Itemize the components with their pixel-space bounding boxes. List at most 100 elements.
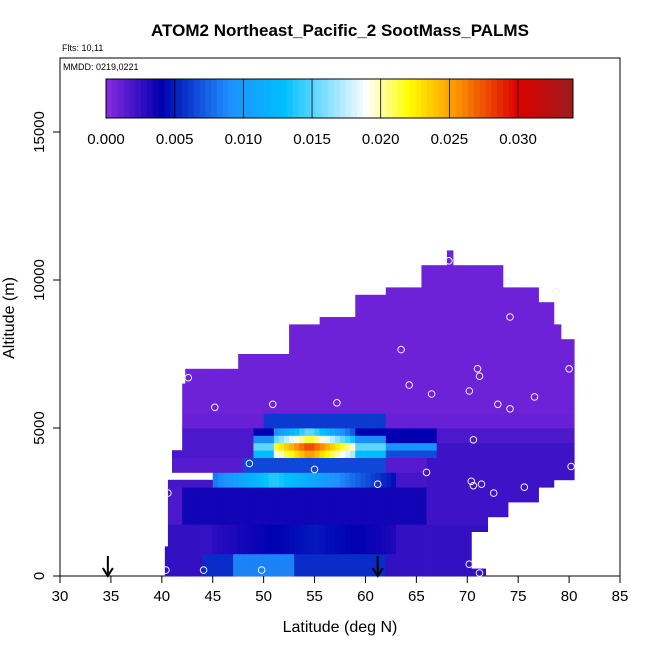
heatmap-cell	[564, 391, 570, 399]
heatmap-cell	[207, 561, 214, 569]
heatmap-cell	[304, 428, 310, 436]
heatmap-cell	[385, 494, 392, 503]
heatmap-cell	[314, 420, 321, 429]
heatmap-cell	[564, 457, 570, 466]
heatmap-cell	[385, 450, 392, 458]
heatmap-cell	[212, 376, 219, 384]
heatmap-cell	[268, 354, 275, 362]
heatmap-cell	[421, 420, 427, 429]
heatmap-cell	[355, 516, 361, 525]
heatmap-cell	[401, 435, 407, 444]
heatmap-cell	[370, 428, 377, 436]
heatmap-cell	[360, 531, 366, 540]
colorbar-swatch	[549, 79, 556, 118]
heatmap-cell	[217, 442, 224, 451]
heatmap-cell	[228, 413, 234, 421]
heatmap-cell	[426, 302, 433, 310]
heatmap-cell	[502, 331, 509, 340]
colorbar-swatch	[292, 79, 300, 118]
heatmap-cell	[329, 413, 336, 421]
heatmap-cell	[289, 442, 295, 451]
heatmap-cell	[253, 457, 259, 466]
heatmap-cell	[523, 309, 529, 318]
heatmap-cell	[528, 339, 534, 347]
heatmap-cell	[457, 442, 463, 451]
heatmap-cell	[263, 509, 270, 518]
heatmap-cell	[228, 376, 234, 384]
heatmap-cell	[543, 346, 550, 355]
heatmap-cell	[212, 472, 219, 481]
heatmap-cell	[319, 428, 326, 436]
heatmap-cell	[299, 479, 305, 488]
heatmap-cell	[411, 376, 417, 384]
heatmap-cell	[233, 428, 239, 436]
heatmap-cell	[558, 354, 565, 362]
heatmap-cell	[477, 265, 483, 273]
heatmap-cell	[294, 494, 300, 503]
heatmap-cell	[477, 494, 483, 503]
heatmap-cell	[222, 442, 229, 451]
heatmap-cell	[406, 487, 412, 495]
heatmap-cell	[492, 309, 499, 318]
heatmap-cell	[502, 420, 509, 429]
heatmap-cell	[360, 324, 366, 333]
heatmap-cell	[431, 398, 438, 407]
heatmap-cell	[487, 450, 494, 458]
heatmap-cell	[177, 509, 183, 518]
heatmap-cell	[360, 450, 366, 458]
heatmap-cell	[365, 317, 371, 325]
heatmap-cell	[477, 272, 483, 281]
heatmap-cell	[355, 435, 361, 444]
heatmap-cell	[436, 324, 443, 333]
heatmap-cell	[284, 494, 290, 503]
heatmap-cell	[518, 472, 524, 481]
heatmap-cell	[472, 331, 478, 340]
heatmap-cell	[513, 472, 519, 481]
heatmap-cell	[411, 509, 417, 518]
heatmap-cell	[406, 546, 412, 555]
colorbar-swatch	[246, 79, 253, 118]
heatmap-cell	[228, 502, 234, 510]
heatmap-cell	[446, 391, 453, 399]
heatmap-cell	[319, 324, 326, 333]
heatmap-cell	[446, 354, 453, 362]
heatmap-cell	[329, 516, 336, 525]
heatmap-cell	[319, 509, 326, 518]
heatmap-cell	[370, 354, 377, 362]
heatmap-cell	[228, 420, 234, 429]
heatmap-cell	[329, 568, 336, 577]
heatmap-cell	[487, 324, 494, 333]
heatmap-cell	[273, 413, 280, 421]
heatmap-cell	[202, 487, 209, 495]
heatmap-cell	[334, 553, 341, 562]
heatmap-cell	[289, 413, 295, 421]
colorbar-tick-label: 0.020	[362, 131, 400, 148]
heatmap-cell	[457, 428, 463, 436]
heatmap-cell	[385, 487, 392, 495]
heatmap-cell	[350, 502, 356, 510]
heatmap-cell	[345, 368, 351, 377]
heatmap-cell	[436, 516, 443, 525]
heatmap-cell	[197, 568, 203, 577]
heatmap-cell	[421, 331, 427, 340]
heatmap-cell	[294, 531, 300, 540]
heatmap-cell	[462, 487, 468, 495]
heatmap-cell	[360, 457, 366, 466]
heatmap-cell	[406, 331, 412, 340]
heatmap-cell	[258, 539, 265, 547]
heatmap-cell	[314, 442, 321, 451]
heatmap-cell	[441, 516, 448, 525]
heatmap-cell	[380, 479, 387, 488]
heatmap-cell	[187, 435, 193, 444]
heatmap-cell	[273, 472, 280, 481]
heatmap-cell	[299, 450, 305, 458]
heatmap-cell	[462, 383, 468, 392]
colorbar-swatch	[205, 79, 212, 118]
heatmap-cell	[278, 435, 285, 444]
heatmap-cell	[365, 487, 371, 495]
heatmap-cell	[416, 287, 422, 296]
heatmap-cell	[370, 420, 377, 429]
heatmap-cell	[390, 568, 397, 577]
heatmap-cell	[482, 502, 489, 510]
heatmap-cell	[278, 398, 285, 407]
